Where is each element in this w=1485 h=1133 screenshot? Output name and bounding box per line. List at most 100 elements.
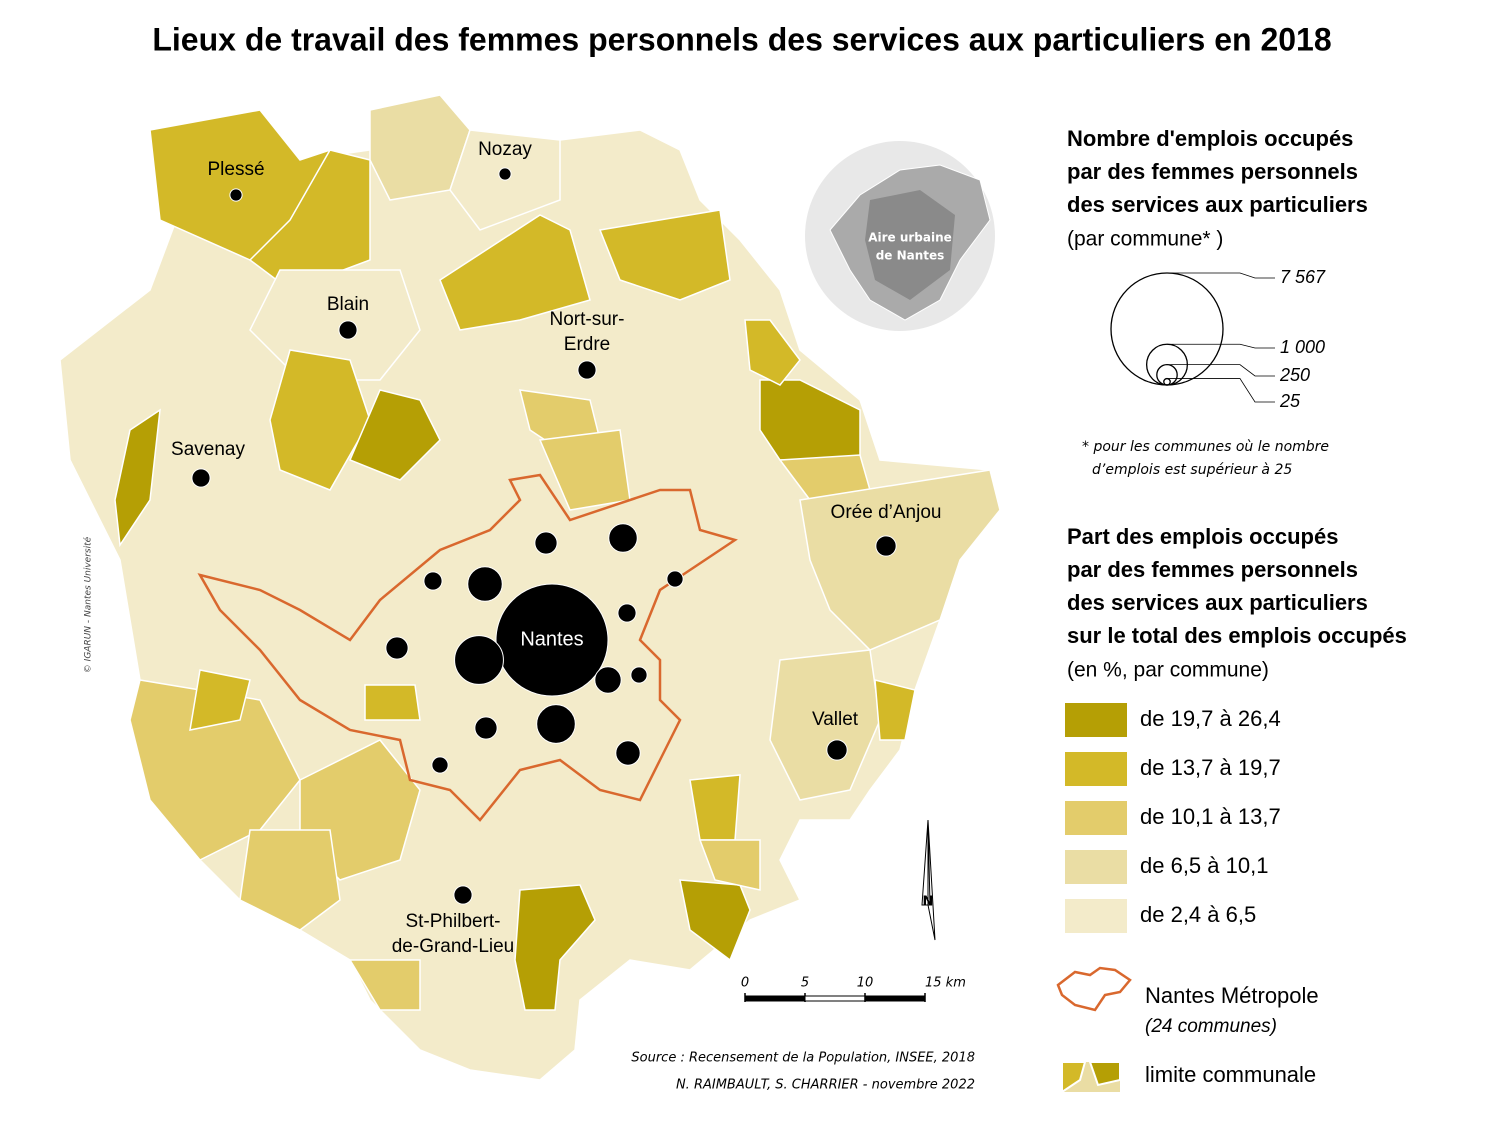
commune <box>769 649 881 801</box>
commune-label: Vallet <box>812 709 859 730</box>
legend: Nombre d'emplois occupés par des femmes p… <box>1056 126 1407 1094</box>
scale-segment <box>864 995 926 1002</box>
legend-class-label: de 2,4 à 6,5 <box>1140 902 1256 927</box>
scale-label: 5 <box>801 976 809 991</box>
commune <box>744 319 801 386</box>
legend-circle-label: 7 567 <box>1280 267 1326 287</box>
commune <box>364 684 421 721</box>
legend-class-label: de 10,1 à 13,7 <box>1140 804 1281 829</box>
legend-subtitle: (en %, par commune) <box>1067 659 1269 682</box>
legend-title: Nombre d'emplois occupés <box>1067 126 1353 151</box>
legend-note: d’emplois est supérieur à 25 <box>1092 462 1292 478</box>
legend-swatch <box>1065 899 1127 933</box>
legend-swatch <box>1065 703 1127 737</box>
legend-limit-symbol <box>1088 1061 1121 1087</box>
map: Aire urbaine de Nantes N <box>59 94 1001 1081</box>
title: Lieux de travail des femmes personnels d… <box>152 21 1331 57</box>
leader-line <box>1167 343 1275 349</box>
commune-label: Savenay <box>171 439 245 460</box>
commune <box>349 389 441 481</box>
commune <box>514 884 596 1011</box>
commune <box>598 209 731 301</box>
inset-label: de Nantes <box>876 249 945 263</box>
commune-circle <box>617 603 637 623</box>
copyright: © IGARUN - Nantes Université <box>83 536 94 673</box>
commune-circle <box>630 666 648 684</box>
commune <box>679 879 751 962</box>
commune-circle <box>431 756 449 774</box>
commune-circle <box>666 570 684 588</box>
legend-title: par des femmes personnels <box>1067 557 1358 582</box>
legend-title: des services aux particuliers <box>1067 590 1368 615</box>
commune <box>874 679 916 741</box>
commune <box>114 408 161 548</box>
legend-swatch <box>1065 801 1127 835</box>
commune <box>129 679 301 861</box>
commune-label: de-Grand-Lieu <box>392 936 515 957</box>
commune-label: Nort-sur- <box>550 309 625 330</box>
commune-circle <box>191 468 211 488</box>
legend-line-label: Nantes Métropole <box>1145 983 1319 1008</box>
scale-segment <box>744 995 806 1002</box>
commune-circle <box>577 360 597 380</box>
north-arrow <box>921 819 936 941</box>
commune-circle <box>536 704 576 744</box>
commune-circle <box>495 583 609 697</box>
legend-title: des services aux particuliers <box>1067 192 1368 217</box>
leader-line <box>1167 364 1275 377</box>
inset-label: Aire urbaine <box>868 231 952 245</box>
legend-title: sur le total des emplois occupés <box>1067 623 1407 648</box>
leader-line <box>1167 378 1275 403</box>
commune <box>269 349 371 491</box>
metropole-boundary <box>197 473 738 822</box>
inset-urban <box>865 190 955 300</box>
legend-circle-label: 1 000 <box>1280 337 1325 357</box>
scale-label: 10 <box>857 976 874 991</box>
commune-label: Nozay <box>478 139 532 160</box>
commune <box>439 214 591 331</box>
legend-line-label: limite communale <box>1145 1062 1316 1087</box>
legend-note: * pour les communes où le nombre <box>1082 439 1329 455</box>
commune-label: Blain <box>327 294 369 315</box>
commune <box>698 839 761 891</box>
commune-label: St-Philbert- <box>405 911 500 932</box>
commune-circle <box>474 716 498 740</box>
scale-label: 15 km <box>925 976 966 991</box>
commune-label: Nantes <box>520 628 583 650</box>
legend-class-label: de 6,5 à 10,1 <box>1140 853 1268 878</box>
scale-label: 0 <box>741 976 749 991</box>
leader-line <box>1167 272 1275 279</box>
commune-circle <box>453 885 473 905</box>
source: Source : Recensement de la Population, I… <box>631 1051 975 1066</box>
legend-title: par des femmes personnels <box>1067 159 1358 184</box>
commune-label: Orée d’Anjou <box>831 502 942 523</box>
legend-title: Part des emplois occupés <box>1067 524 1338 549</box>
commune-circle <box>385 636 409 660</box>
commune-circle <box>467 566 503 602</box>
legend-subtitle: (par commune* ) <box>1067 228 1223 251</box>
commune-label: Erdre <box>564 334 610 355</box>
north-label: N <box>923 895 934 910</box>
commune <box>189 669 251 731</box>
commune <box>239 829 341 931</box>
legend-swatch <box>1065 752 1127 786</box>
commune-circle <box>608 523 638 553</box>
commune-circle <box>338 320 358 340</box>
credit: N. RAIMBAULT, S. CHARRIER - novembre 202… <box>676 1078 975 1093</box>
commune-circle <box>826 739 848 761</box>
legend-class-label: de 19,7 à 26,4 <box>1140 706 1281 731</box>
legend-line-note: (24 communes) <box>1145 1016 1277 1037</box>
commune <box>799 469 1001 651</box>
commune-circle <box>594 666 622 694</box>
scale-segment <box>804 995 866 1002</box>
commune-circle <box>534 531 558 555</box>
commune-circle <box>875 535 897 557</box>
commune-circle <box>423 571 443 591</box>
commune-circle <box>454 635 504 685</box>
commune-circle <box>229 188 243 202</box>
commune-label: Plessé <box>207 159 264 180</box>
legend-swatch <box>1065 850 1127 884</box>
legend-metropole-symbol <box>1056 966 1132 1012</box>
commune <box>348 959 421 1011</box>
